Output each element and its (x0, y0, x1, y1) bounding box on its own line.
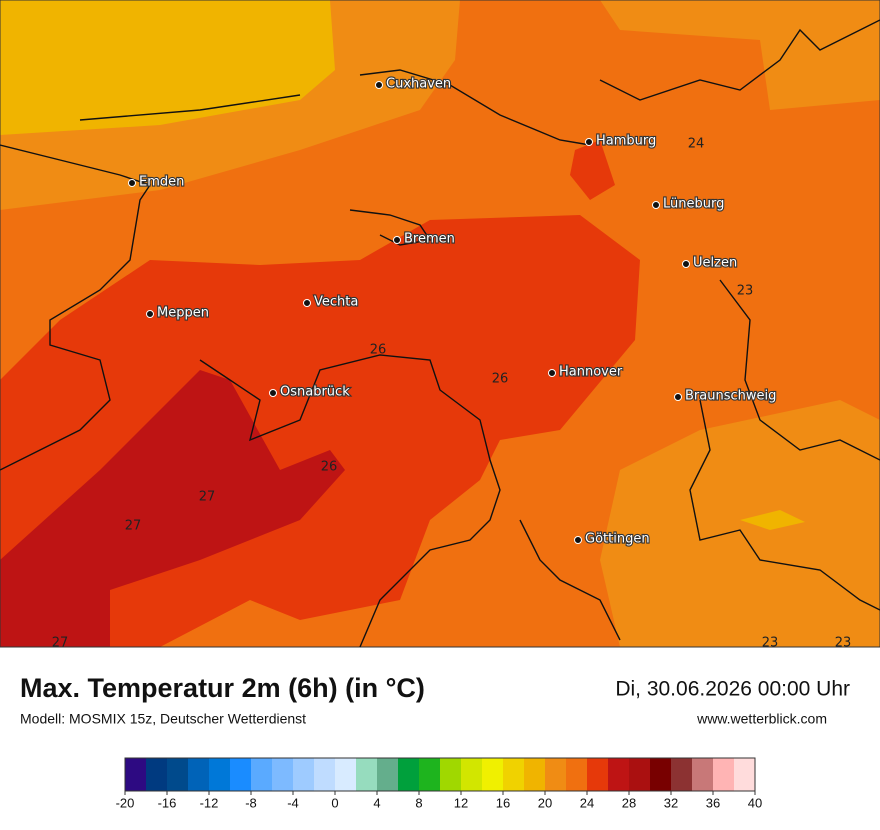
contour-label: 23 (762, 636, 779, 651)
city-dot (548, 369, 556, 377)
city-dot (269, 389, 277, 397)
colorbar-frame (124, 757, 756, 792)
city-dot (574, 536, 582, 544)
colorbar-tick-label: 8 (415, 795, 422, 810)
colorbar-tick-label: 36 (706, 795, 720, 810)
contour-label: 26 (492, 372, 509, 387)
colorbar-tick-label: 0 (331, 795, 338, 810)
map (0, 0, 880, 648)
colorbar-segment (734, 758, 756, 791)
city-name: Emden (139, 175, 184, 190)
colorbar-segment (440, 758, 462, 791)
colorbar-tick-label: 12 (454, 795, 468, 810)
city-name: Göttingen (585, 532, 650, 547)
city-name: Bremen (404, 232, 455, 247)
colorbar-segment (188, 758, 210, 791)
colorbar-tick-label: 28 (622, 795, 636, 810)
city-dot (146, 310, 154, 318)
contour-labels: 24 23 26 26 26 27 27 27 23 23 (52, 137, 852, 651)
contour-label: 27 (125, 519, 142, 534)
colorbar-tick-label: -8 (245, 795, 257, 810)
colorbar-segment (125, 758, 147, 791)
colorbar-segment (251, 758, 273, 791)
contour-label: 26 (370, 343, 387, 358)
colorbar-segment (692, 758, 714, 791)
colorbar-segment (608, 758, 630, 791)
city-name: Meppen (157, 306, 209, 321)
contour-label: 27 (52, 636, 69, 651)
colorbar-tick-label: 4 (373, 795, 380, 810)
city-dot (585, 138, 593, 146)
colorbar-segment (272, 758, 294, 791)
city-name: Lüneburg (663, 197, 724, 212)
colorbar-tick-label: -16 (158, 795, 177, 810)
city-dot (303, 299, 311, 307)
colorbar-segment (524, 758, 546, 791)
colorbar-segment (335, 758, 357, 791)
city-dot (682, 260, 690, 268)
colorbar-tick-label: 24 (580, 795, 594, 810)
colorbar-tick-label: -12 (200, 795, 219, 810)
city-dot (674, 393, 682, 401)
colorbar-tick-label: -4 (287, 795, 299, 810)
colorbar-segment (167, 758, 189, 791)
city-dot (375, 81, 383, 89)
city-dot (393, 236, 401, 244)
city-labels: Cuxhaven Hamburg Emden Lüneburg Bremen Uelzen… (128, 75, 777, 548)
colorbar-segment (146, 758, 168, 791)
colorbar-segment (293, 758, 315, 791)
contour-label: 24 (688, 137, 705, 152)
colorbar-segment (566, 758, 588, 791)
colorbar-segment (356, 758, 378, 791)
colorbar-segment (713, 758, 735, 791)
colorbar-segment (503, 758, 525, 791)
city-name: Uelzen (693, 256, 737, 271)
colorbar-segment (230, 758, 252, 791)
colorbar-segment (545, 758, 567, 791)
date: Di, 30.06.2026 00:00 Uhr (615, 678, 850, 701)
contour-label: 26 (321, 460, 338, 475)
contour-label: 23 (737, 284, 754, 299)
city-name: Braunschweig (685, 389, 776, 404)
city-name: Hamburg (596, 134, 656, 149)
city-name: Vechta (314, 295, 358, 310)
colorbar-segment (419, 758, 441, 791)
city-dot (652, 201, 660, 209)
city-name: Cuxhaven (386, 77, 451, 92)
colorbar-tick-label: 32 (664, 795, 678, 810)
colorbar: -20 -16 -12 -8 -4 0 4 8 12 16 20 24 28 32 36 40 (116, 757, 762, 810)
colorbar-segment (650, 758, 672, 791)
city-name: Osnabrück (280, 385, 350, 400)
colorbar-segment (314, 758, 336, 791)
colorbar-segment (209, 758, 231, 791)
website[interactable]: www.wetterblick.com (696, 711, 827, 727)
colorbar-segment (377, 758, 399, 791)
colorbar-tick-label: -20 (116, 795, 135, 810)
contour-label: 23 (835, 636, 852, 651)
colorbar-segment (629, 758, 651, 791)
colorbar-tick-label: 16 (496, 795, 510, 810)
colorbar-segment (461, 758, 483, 791)
colorbar-tick-label: 40 (748, 795, 762, 810)
contour-label: 27 (199, 490, 216, 505)
colorbar-segment (587, 758, 609, 791)
colorbar-segment (398, 758, 420, 791)
city-dot (128, 179, 136, 187)
subtitle: Modell: MOSMIX 15z, Deutscher Wetterdien… (20, 711, 306, 727)
colorbar-segment (482, 758, 504, 791)
colorbar-segment (671, 758, 693, 791)
colorbar-tick-label: 20 (538, 795, 552, 810)
title: Max. Temperatur 2m (6h) (in °C) (20, 673, 425, 703)
city-name: Hannover (559, 365, 623, 380)
